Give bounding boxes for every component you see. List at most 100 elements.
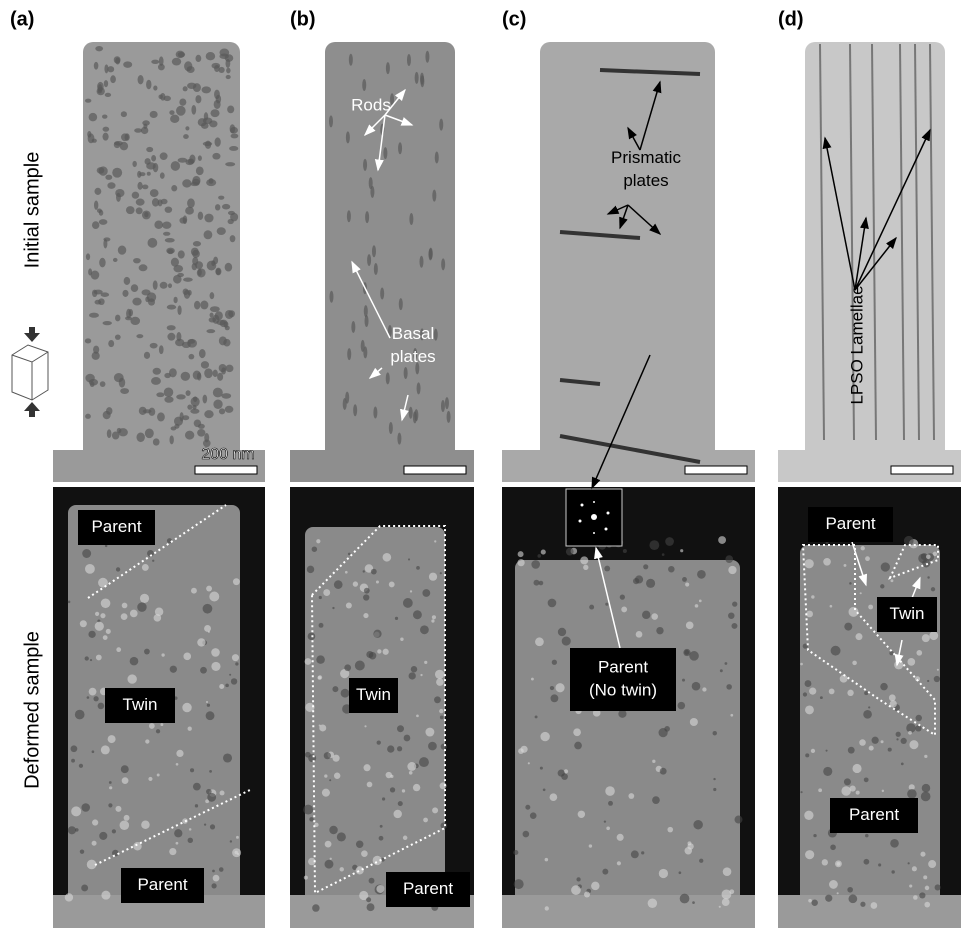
texture — [428, 742, 437, 751]
annotation: Twin — [123, 695, 158, 714]
precipitate — [204, 410, 213, 418]
precipitate — [142, 210, 151, 219]
texture — [152, 560, 154, 562]
texture — [334, 773, 340, 779]
texture — [584, 892, 590, 898]
texture — [642, 611, 650, 619]
texture — [888, 748, 892, 752]
precipitate — [441, 258, 445, 270]
texture — [920, 852, 925, 857]
precipitate — [141, 127, 148, 134]
texture — [558, 628, 566, 636]
texture — [679, 871, 682, 874]
precipitate — [213, 388, 223, 398]
texture — [176, 842, 179, 845]
texture — [545, 906, 549, 910]
precipitate — [191, 105, 196, 115]
texture — [85, 564, 95, 574]
precipitate — [103, 127, 110, 132]
texture — [825, 895, 832, 902]
precipitate — [131, 284, 138, 292]
precipitate — [204, 230, 213, 239]
texture — [440, 716, 444, 720]
annotation: Parent — [849, 805, 899, 824]
texture — [387, 745, 394, 752]
texture — [860, 592, 862, 594]
texture — [324, 752, 331, 759]
precipitate — [183, 134, 189, 139]
precipitate — [203, 142, 212, 146]
precipitate — [373, 406, 377, 418]
texture — [353, 581, 358, 586]
texture — [578, 811, 585, 818]
texture — [847, 690, 853, 696]
diffraction-spot — [593, 532, 595, 534]
texture — [882, 790, 884, 792]
texture — [633, 578, 639, 584]
texture — [805, 753, 809, 757]
texture — [188, 838, 193, 843]
texture — [376, 885, 384, 893]
precipitate — [176, 106, 186, 116]
texture — [692, 682, 701, 691]
precipitate — [213, 400, 222, 409]
texture — [909, 740, 918, 749]
texture — [540, 767, 543, 770]
texture — [922, 784, 930, 792]
texture — [809, 688, 816, 695]
precipitate — [364, 305, 368, 317]
texture — [823, 767, 832, 776]
precipitate — [183, 277, 193, 281]
texture — [363, 594, 369, 600]
texture — [608, 801, 613, 806]
texture — [667, 827, 673, 833]
texture — [233, 578, 240, 585]
texture — [631, 850, 639, 858]
texture — [409, 771, 413, 775]
texture — [103, 635, 108, 640]
texture — [927, 680, 929, 682]
precipitate — [361, 340, 365, 352]
precipitate — [115, 57, 120, 64]
precipitate — [215, 204, 220, 210]
texture — [605, 786, 615, 796]
texture — [130, 610, 138, 618]
texture — [916, 715, 922, 721]
precipitate — [94, 290, 103, 295]
precipitate — [226, 75, 231, 79]
texture — [856, 791, 860, 795]
precipitate — [145, 296, 149, 302]
texture — [518, 748, 524, 754]
texture — [230, 840, 232, 842]
base — [778, 895, 961, 928]
texture — [889, 694, 896, 701]
texture — [849, 582, 852, 585]
precipitate — [197, 268, 206, 277]
precipitate — [217, 373, 223, 381]
texture — [416, 566, 420, 570]
texture — [108, 803, 112, 807]
texture — [204, 823, 206, 825]
precipitate — [153, 280, 158, 290]
precipitate — [218, 196, 224, 200]
texture — [713, 788, 716, 791]
annotation: Basal — [392, 324, 435, 343]
texture — [206, 586, 212, 592]
texture — [848, 894, 857, 903]
texture — [869, 746, 874, 751]
precipitate — [179, 217, 186, 223]
texture — [921, 792, 931, 802]
texture — [928, 860, 936, 868]
precipitate — [146, 147, 153, 152]
texture — [535, 637, 544, 646]
texture — [85, 656, 89, 660]
texture — [309, 817, 313, 821]
annotation: Parent — [825, 514, 875, 533]
texture — [528, 762, 530, 764]
texture — [803, 692, 807, 696]
texture — [237, 853, 239, 855]
texture — [541, 549, 546, 554]
precipitate — [105, 93, 111, 97]
texture — [561, 773, 568, 780]
precipitate — [124, 277, 131, 285]
